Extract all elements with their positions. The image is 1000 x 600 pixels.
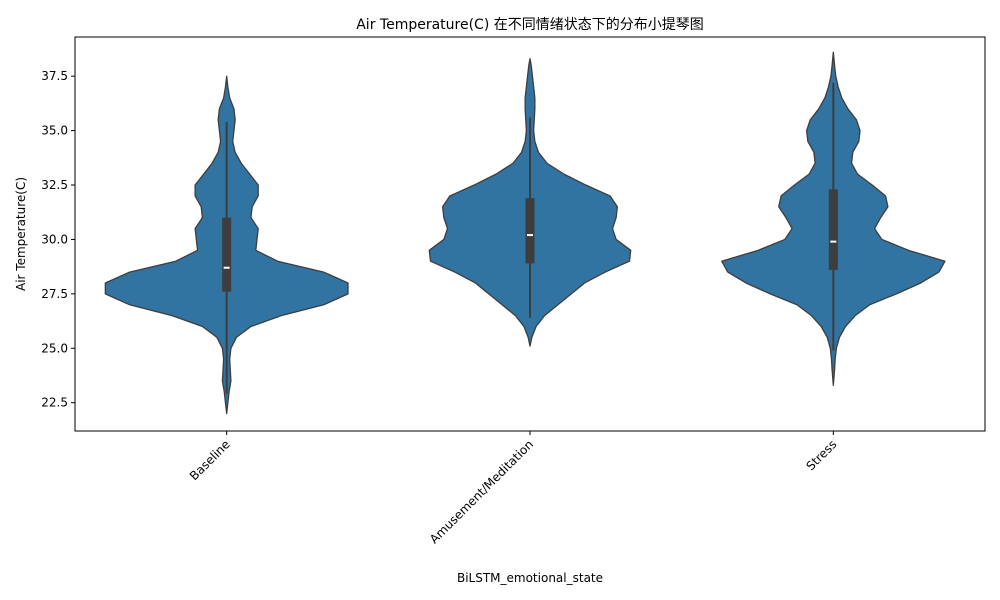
y-tick-label: 25.0 [41,341,68,355]
y-tick-label: 35.0 [41,124,68,138]
y-tick-label: 27.5 [41,287,68,301]
y-axis: 22.5 25.0 27.5 30.0 32.5 35.0 37.5 [41,69,75,410]
y-tick-label: 22.5 [41,396,68,410]
y-tick-label: 30.0 [41,232,68,246]
violin-iqr-box [525,198,535,264]
y-tick-label: 37.5 [41,69,68,83]
chart-title: Air Temperature(C) 在不同情绪状态下的分布小提琴图 [356,17,704,33]
x-axis-title: BiLSTM_emotional_state [457,571,603,585]
y-axis-title: Air Temperature(C) [14,177,28,291]
box-layer [222,82,838,394]
y-tick-label: 32.5 [41,178,68,192]
violin-iqr-box [222,217,232,292]
violin-iqr-box [828,189,838,270]
